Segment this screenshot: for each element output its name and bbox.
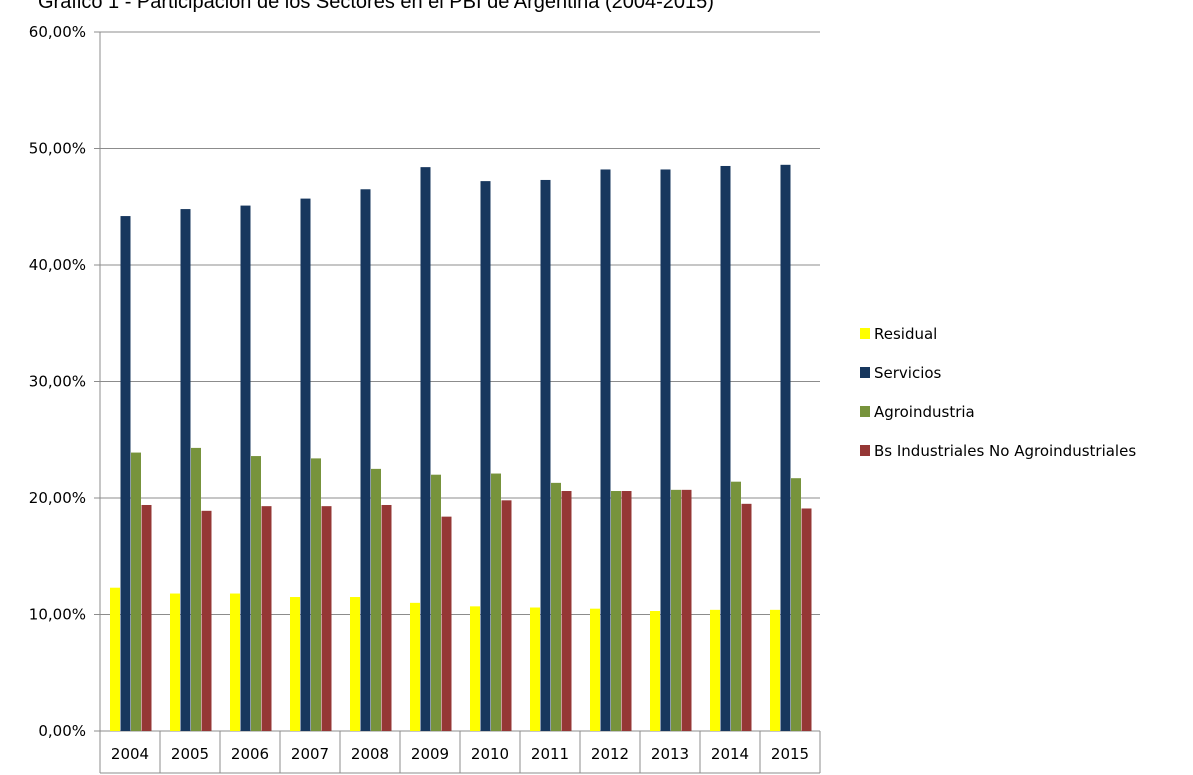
bar-agroindustria <box>671 489 681 731</box>
bar-residual <box>470 606 480 731</box>
y-tick-label: 10,00% <box>29 606 86 624</box>
legend-label: Servicios <box>874 364 942 382</box>
bar-servicios <box>120 216 131 731</box>
bar-bs-industriales-no-agroindustriales <box>441 516 452 731</box>
x-tick-label: 2004 <box>111 745 149 763</box>
bar-bs-industriales-no-agroindustriales <box>501 500 512 731</box>
bar-agroindustria <box>731 481 741 731</box>
bar-residual <box>710 609 720 731</box>
x-tick-label: 2012 <box>591 745 629 763</box>
bar-agroindustria <box>311 458 321 731</box>
x-tick-label: 2009 <box>411 745 449 763</box>
bar-servicios <box>540 179 551 731</box>
y-tick-label: 50,00% <box>29 140 86 158</box>
bar-residual <box>650 611 660 731</box>
bar-residual <box>770 609 780 731</box>
x-tick-label: 2008 <box>351 745 389 763</box>
bar-servicios <box>240 205 251 731</box>
legend-swatch <box>860 367 870 378</box>
y-tick-label: 0,00% <box>38 722 86 740</box>
bar-servicios <box>300 198 311 732</box>
bar-bs-industriales-no-agroindustriales <box>141 504 152 731</box>
legend-swatch <box>860 445 870 456</box>
x-tick-label: 2013 <box>651 745 689 763</box>
bar-agroindustria <box>791 478 801 731</box>
bar-residual <box>290 597 300 731</box>
bar-agroindustria <box>431 474 441 731</box>
bar-residual <box>410 602 420 731</box>
legend-label: Bs Industriales No Agroindustriales <box>874 442 1136 460</box>
bar-bs-industriales-no-agroindustriales <box>681 489 692 731</box>
bar-servicios <box>780 164 791 731</box>
bar-bs-industriales-no-agroindustriales <box>621 491 632 731</box>
bar-bs-industriales-no-agroindustriales <box>321 506 332 731</box>
x-tick-label: 2007 <box>291 745 329 763</box>
bar-servicios <box>420 167 431 731</box>
x-tick-label: 2006 <box>231 745 269 763</box>
x-tick-label: 2015 <box>771 745 809 763</box>
bar-residual <box>590 608 600 731</box>
bar-servicios <box>660 169 671 732</box>
bar-servicios <box>480 181 491 731</box>
legend-label: Residual <box>874 325 937 343</box>
bar-servicios <box>180 209 191 731</box>
legend-label: Agroindustria <box>874 403 975 421</box>
chart-title: Gráfico 1 - Participación de los Sectore… <box>38 0 714 13</box>
bar-bs-industriales-no-agroindustriales <box>741 503 752 731</box>
bar-residual <box>110 587 120 731</box>
bar-servicios <box>360 189 371 731</box>
bar-bs-industriales-no-agroindustriales <box>261 506 272 731</box>
legend-swatch <box>860 406 870 417</box>
bar-servicios <box>600 169 611 732</box>
bar-agroindustria <box>611 491 621 731</box>
y-tick-label: 30,00% <box>29 373 86 391</box>
bar-agroindustria <box>191 447 201 731</box>
bar-residual <box>230 593 240 731</box>
bar-bs-industriales-no-agroindustriales <box>201 510 212 731</box>
y-tick-label: 40,00% <box>29 256 86 274</box>
bar-agroindustria <box>551 482 561 731</box>
y-tick-label: 60,00% <box>29 23 86 41</box>
x-tick-label: 2005 <box>171 745 209 763</box>
bar-residual <box>530 607 540 731</box>
x-tick-label: 2011 <box>531 745 569 763</box>
legend-swatch <box>860 328 870 339</box>
bar-residual <box>350 597 360 731</box>
bar-residual <box>170 593 180 731</box>
bar-bs-industriales-no-agroindustriales <box>561 491 572 731</box>
bar-servicios <box>720 165 731 732</box>
bar-agroindustria <box>491 473 501 731</box>
bar-agroindustria <box>371 468 381 731</box>
bar-agroindustria <box>131 452 141 731</box>
bar-agroindustria <box>251 456 261 731</box>
bar-bs-industriales-no-agroindustriales <box>381 504 392 731</box>
x-tick-label: 2014 <box>711 745 749 763</box>
x-tick-label: 2010 <box>471 745 509 763</box>
bar-bs-industriales-no-agroindustriales <box>801 508 812 731</box>
y-tick-label: 20,00% <box>29 489 86 507</box>
